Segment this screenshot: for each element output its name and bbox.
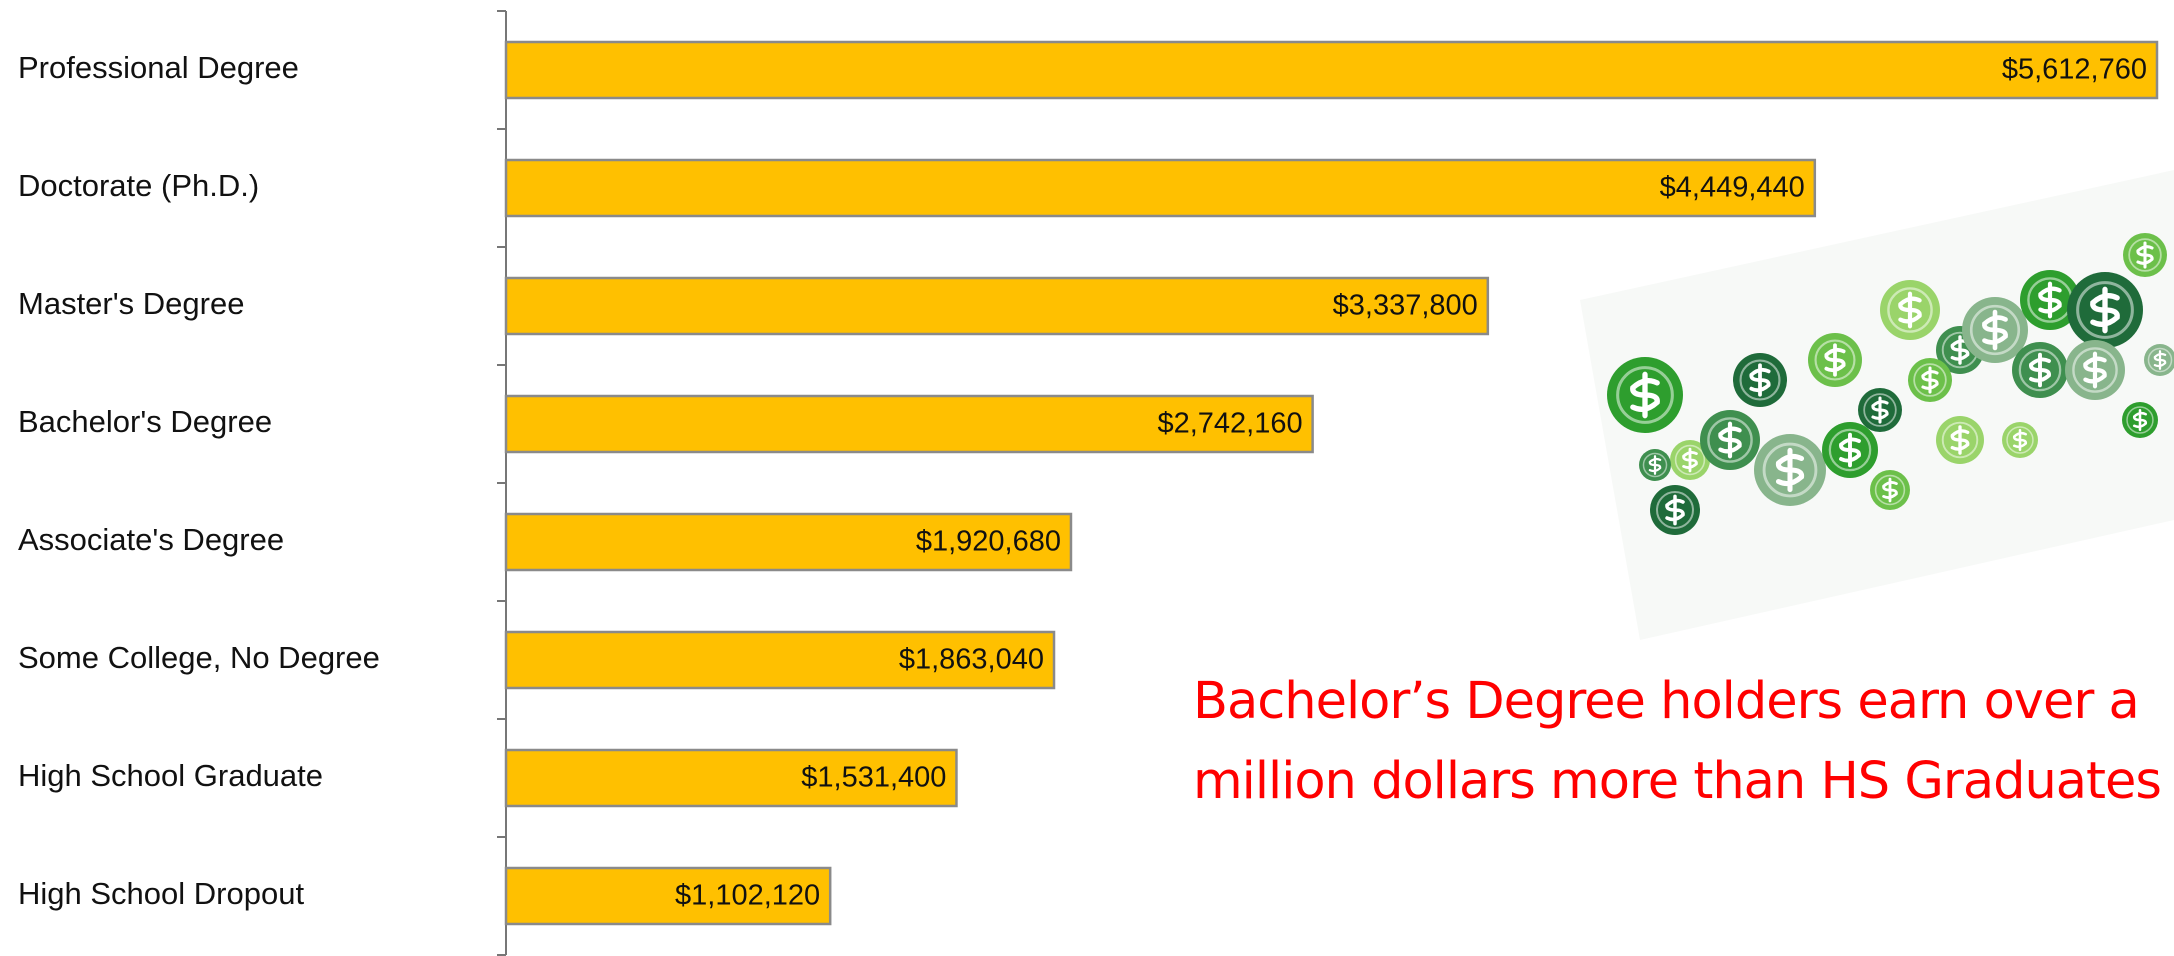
coin-symbol: [1882, 477, 1898, 503]
value-label: $4,449,440: [1660, 172, 1805, 204]
coin-ring: [2147, 347, 2173, 373]
coin-symbol: [1718, 421, 1742, 459]
coin-symbol: [2090, 286, 2120, 334]
coin-symbol: [1665, 494, 1685, 526]
coin-ring: [1762, 442, 1818, 498]
coin-ring: [1941, 421, 1979, 459]
coin-symbol: [2038, 281, 2062, 319]
coin-ring: [2072, 347, 2118, 393]
coin-symbol: [2132, 408, 2148, 432]
coins: [1607, 233, 2174, 535]
coin-symbol: [2153, 350, 2167, 370]
value-label: $1,920,680: [916, 526, 1061, 558]
bar: [504, 866, 832, 926]
coin-symbol: [1871, 396, 1889, 424]
plot-area: Professional Degree $5,612,760 Doctorate (…: [18, 10, 2159, 956]
coin-ring: [1913, 363, 1947, 397]
coin-symbol: [1775, 447, 1805, 493]
coin-ring: [1969, 304, 2021, 356]
category-label: Doctorate (Ph.D.): [18, 168, 259, 203]
category-label: Some College, No Degree: [18, 640, 380, 675]
coin-symbol: [2012, 428, 2028, 452]
bar: [504, 512, 1073, 572]
category-label: High School Dropout: [18, 876, 304, 911]
coin-symbol: [2136, 241, 2154, 269]
category-label: Professional Degree: [18, 50, 299, 85]
bar: [504, 748, 958, 808]
bar: [504, 40, 2159, 100]
coin-symbol: [1824, 343, 1846, 377]
coin-ring: [1863, 393, 1897, 427]
coin-ring: [1814, 339, 1856, 381]
coin-ring: [1674, 444, 1706, 476]
coin-symbol: [1648, 455, 1662, 475]
coin-symbol: [1682, 447, 1698, 473]
bar: [504, 158, 1817, 218]
coin-ring: [2128, 238, 2162, 272]
coin-symbol: [1982, 309, 2008, 351]
coin-ring: [2076, 281, 2134, 339]
coin-symbol: [1839, 432, 1861, 468]
money-illustration: [1580, 170, 2174, 640]
coin-symbol: [1898, 291, 1922, 329]
value-label: $2,742,160: [1157, 408, 1302, 440]
coin-ring: [1642, 452, 1668, 478]
coin-symbol: [1950, 335, 1970, 365]
coin-ring: [1887, 287, 1933, 333]
value-label: $1,102,120: [675, 880, 820, 912]
category-label: Master's Degree: [18, 286, 244, 321]
category-label: Bachelor's Degree: [18, 404, 272, 439]
bar: [504, 630, 1056, 690]
coin-ring: [1616, 366, 1674, 424]
category-label: High School Graduate: [18, 758, 323, 793]
coin-ring: [1656, 491, 1694, 529]
coin-ring: [1739, 359, 1781, 401]
bar: [504, 394, 1314, 454]
coin-symbol: [2029, 352, 2051, 388]
coin-symbol: [1950, 425, 1970, 455]
value-label: $5,612,760: [2002, 54, 2147, 86]
coin-symbol: [1921, 366, 1939, 394]
coin-symbol: [1630, 371, 1660, 419]
coin-ring: [1707, 417, 1753, 463]
category-label: Associate's Degree: [18, 522, 284, 557]
coin-ring: [1874, 474, 1906, 506]
coin-ring: [2006, 426, 2034, 454]
value-label: $1,863,040: [899, 644, 1044, 676]
coin-symbol: [2083, 351, 2107, 389]
coin-ring: [1828, 428, 1872, 472]
value-label: $3,337,800: [1333, 290, 1478, 322]
coin-symbol: [1749, 363, 1771, 397]
value-label: $1,531,400: [801, 762, 946, 794]
coin-ring: [2018, 348, 2062, 392]
coin-ring: [2126, 406, 2154, 434]
annotation: Bachelor’s Degree holders earn over a mi…: [1193, 672, 2162, 811]
bar: [504, 276, 1490, 336]
